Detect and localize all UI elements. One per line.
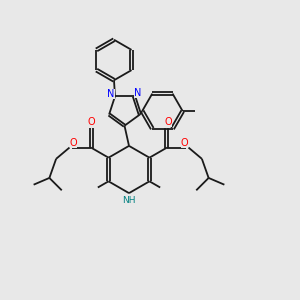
Text: N: N: [107, 89, 115, 99]
Text: N: N: [134, 88, 141, 98]
Text: NH: NH: [122, 196, 136, 205]
Text: O: O: [87, 117, 95, 128]
Text: O: O: [181, 138, 188, 148]
Text: O: O: [70, 138, 77, 148]
Text: O: O: [165, 117, 172, 128]
